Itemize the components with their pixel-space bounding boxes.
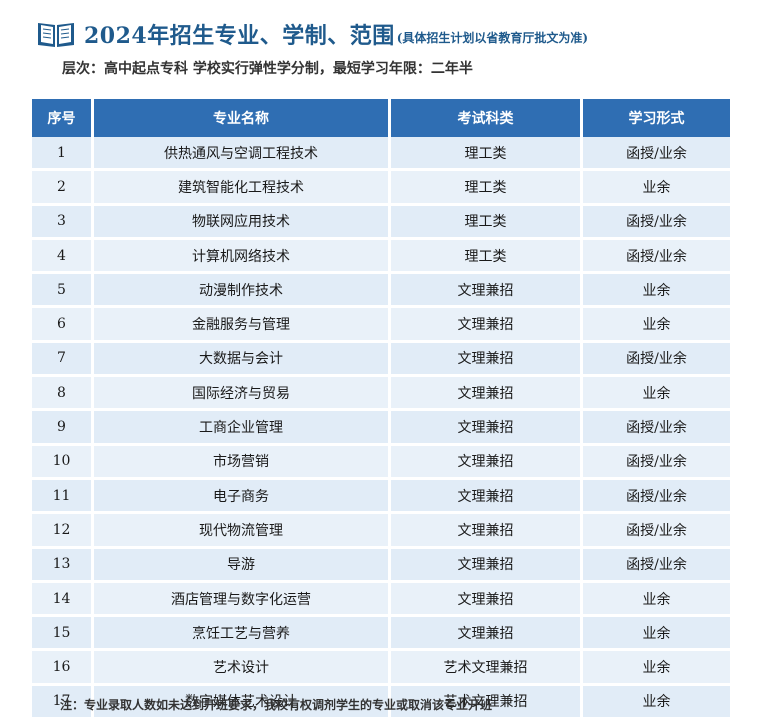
exam-category: 文理兼招	[391, 274, 583, 309]
row-number: 16	[32, 651, 94, 686]
table-row: 3 物联网应用技术 理工类 函授/业余	[32, 205, 730, 240]
table-row: 7 大数据与会计 文理兼招 函授/业余	[32, 342, 730, 378]
study-mode: 函授/业余	[583, 205, 730, 240]
study-mode: 函授/业余	[583, 548, 730, 583]
footnote: 注：专业录取人数如未达到开班要求，我校有权调剂学生的专业或取消该专业开班	[60, 698, 493, 712]
row-number: 4	[32, 239, 94, 275]
table-row: 12 现代物流管理 文理兼招 函授/业余	[32, 514, 730, 549]
study-mode: 业余	[583, 685, 730, 721]
title-note: (具体招生计划以省教育厅批文为准)	[396, 30, 589, 45]
column-header: 学习形式	[583, 99, 730, 137]
major-name: 金融服务与管理	[94, 308, 391, 343]
level-info: 层次：高中起点专科 学校实行弹性学分制，最短学习年限：二年半	[62, 61, 473, 77]
table-header-row: 序号 专业名称 考试科类 学习形式	[32, 99, 730, 137]
major-name: 市场营销	[94, 445, 391, 480]
study-mode: 函授/业余	[583, 239, 730, 275]
study-mode: 业余	[583, 308, 730, 343]
row-number: 7	[32, 342, 94, 378]
table-row: 2 建筑智能化工程技术 理工类 业余	[32, 171, 730, 206]
exam-category: 文理兼招	[391, 548, 583, 583]
row-number: 13	[32, 548, 94, 583]
major-name: 艺术设计	[94, 651, 391, 686]
study-mode: 业余	[583, 582, 730, 618]
major-name: 计算机网络技术	[94, 239, 391, 275]
table-row: 13 导游 文理兼招 函授/业余	[32, 548, 730, 583]
majors-table: 序号 专业名称 考试科类 学习形式 1 供热通风与空调工程技术 理工类 函授/业余 2 建…	[32, 99, 730, 721]
major-name: 供热通风与空调工程技术	[94, 137, 391, 172]
table-row: 14 酒店管理与数字化运营 文理兼招 业余	[32, 582, 730, 618]
study-mode: 函授/业余	[583, 514, 730, 549]
exam-category: 理工类	[391, 171, 583, 206]
table-row: 10 市场营销 文理兼招 函授/业余	[32, 445, 730, 480]
exam-category: 理工类	[391, 137, 583, 172]
major-name: 工商企业管理	[94, 411, 391, 446]
row-number: 6	[32, 308, 94, 343]
exam-category: 文理兼招	[391, 411, 583, 446]
table-row: 5 动漫制作技术 文理兼招 业余	[32, 274, 730, 309]
major-name: 动漫制作技术	[94, 274, 391, 309]
row-number: 17	[32, 685, 94, 721]
exam-category: 文理兼招	[391, 342, 583, 378]
study-mode: 业余	[583, 274, 730, 309]
open-book-icon	[38, 23, 74, 47]
row-number: 15	[32, 617, 94, 652]
major-name: 物联网应用技术	[94, 205, 391, 240]
row-number: 9	[32, 411, 94, 446]
exam-category: 文理兼招	[391, 377, 583, 412]
study-mode: 函授/业余	[583, 137, 730, 172]
study-mode: 函授/业余	[583, 479, 730, 515]
exam-category: 艺术文理兼招	[391, 685, 583, 721]
row-number: 11	[32, 479, 94, 515]
exam-category: 理工类	[391, 205, 583, 240]
column-header: 专业名称	[94, 99, 391, 137]
major-name: 国际经济与贸易	[94, 377, 391, 412]
row-number: 2	[32, 171, 94, 206]
row-number: 10	[32, 445, 94, 480]
table-row: 11 电子商务 文理兼招 函授/业余	[32, 479, 730, 515]
row-number: 5	[32, 274, 94, 309]
table-row: 1 供热通风与空调工程技术 理工类 函授/业余	[32, 137, 730, 172]
page-title: 2024年招生专业、学制、范围	[84, 23, 395, 49]
exam-category: 文理兼招	[391, 479, 583, 515]
major-name: 现代物流管理	[94, 514, 391, 549]
major-name: 建筑智能化工程技术	[94, 171, 391, 206]
column-header: 序号	[32, 99, 94, 137]
table-row: 9 工商企业管理 文理兼招 函授/业余	[32, 411, 730, 446]
study-mode: 函授/业余	[583, 445, 730, 480]
major-name: 酒店管理与数字化运营	[94, 582, 391, 618]
row-number: 12	[32, 514, 94, 549]
table-row: 17 数字媒体艺术设计 艺术文理兼招 业余	[32, 685, 730, 721]
major-name: 导游	[94, 548, 391, 583]
major-name: 大数据与会计	[94, 342, 391, 378]
column-header: 考试科类	[391, 99, 583, 137]
table-body: 1 供热通风与空调工程技术 理工类 函授/业余 2 建筑智能化工程技术 理工类 业余 3 物联网应…	[32, 137, 730, 721]
major-name: 数字媒体艺术设计	[94, 685, 391, 721]
table-row: 4 计算机网络技术 理工类 函授/业余	[32, 239, 730, 275]
study-mode: 业余	[583, 617, 730, 652]
major-name: 电子商务	[94, 479, 391, 515]
study-mode: 业余	[583, 651, 730, 686]
row-number: 3	[32, 205, 94, 240]
table-row: 6 金融服务与管理 文理兼招 业余	[32, 308, 730, 343]
exam-category: 艺术文理兼招	[391, 651, 583, 686]
exam-category: 文理兼招	[391, 617, 583, 652]
table-row: 15 烹饪工艺与营养 文理兼招 业余	[32, 617, 730, 652]
row-number: 8	[32, 377, 94, 412]
study-mode: 业余	[583, 171, 730, 206]
study-mode: 业余	[583, 377, 730, 412]
page-header: 2024年招生专业、学制、范围 (具体招生计划以省教育厅批文为准)	[36, 14, 588, 54]
row-number: 1	[32, 137, 94, 172]
table-row: 8 国际经济与贸易 文理兼招 业余	[32, 377, 730, 412]
exam-category: 文理兼招	[391, 514, 583, 549]
table-row: 16 艺术设计 艺术文理兼招 业余	[32, 651, 730, 686]
study-mode: 函授/业余	[583, 342, 730, 378]
exam-category: 理工类	[391, 239, 583, 275]
major-name: 烹饪工艺与营养	[94, 617, 391, 652]
exam-category: 文理兼招	[391, 445, 583, 480]
study-mode: 函授/业余	[583, 411, 730, 446]
exam-category: 文理兼招	[391, 308, 583, 343]
exam-category: 文理兼招	[391, 582, 583, 618]
row-number: 14	[32, 582, 94, 618]
